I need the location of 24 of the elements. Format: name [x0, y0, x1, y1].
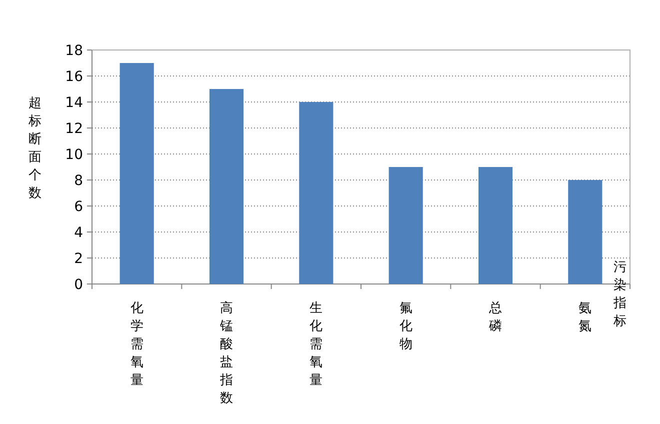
- x-tick-label: 生化需氧量: [310, 301, 323, 388]
- bar: [299, 102, 334, 284]
- y-tick-label: 8: [74, 173, 83, 189]
- y-tick-label: 14: [65, 95, 84, 111]
- y-tick-label: 10: [65, 147, 83, 163]
- x-axis-title: 污染指标: [612, 260, 626, 329]
- y-tick-label: 6: [74, 199, 84, 215]
- y-axis-title: 超标断面个数: [28, 96, 42, 201]
- y-tick-label: 0: [74, 277, 83, 293]
- y-tick-label: 4: [74, 225, 84, 241]
- bar: [568, 180, 602, 284]
- y-tick-label: 16: [65, 69, 84, 85]
- bar: [120, 63, 154, 284]
- y-tick-label: 18: [65, 43, 83, 59]
- bar: [388, 167, 423, 284]
- bar: [478, 167, 513, 284]
- x-tick-label: 氨氮: [578, 301, 592, 334]
- x-tick-label: 高锰酸盐指数: [219, 300, 233, 406]
- bar: [209, 89, 244, 284]
- x-tick-label: 氟化物: [399, 301, 412, 352]
- x-tick-label: 化学需氧量: [130, 301, 144, 388]
- y-tick-label: 2: [74, 251, 83, 267]
- x-tick-label: 总磷: [488, 301, 502, 334]
- y-tick-label: 12: [65, 121, 83, 137]
